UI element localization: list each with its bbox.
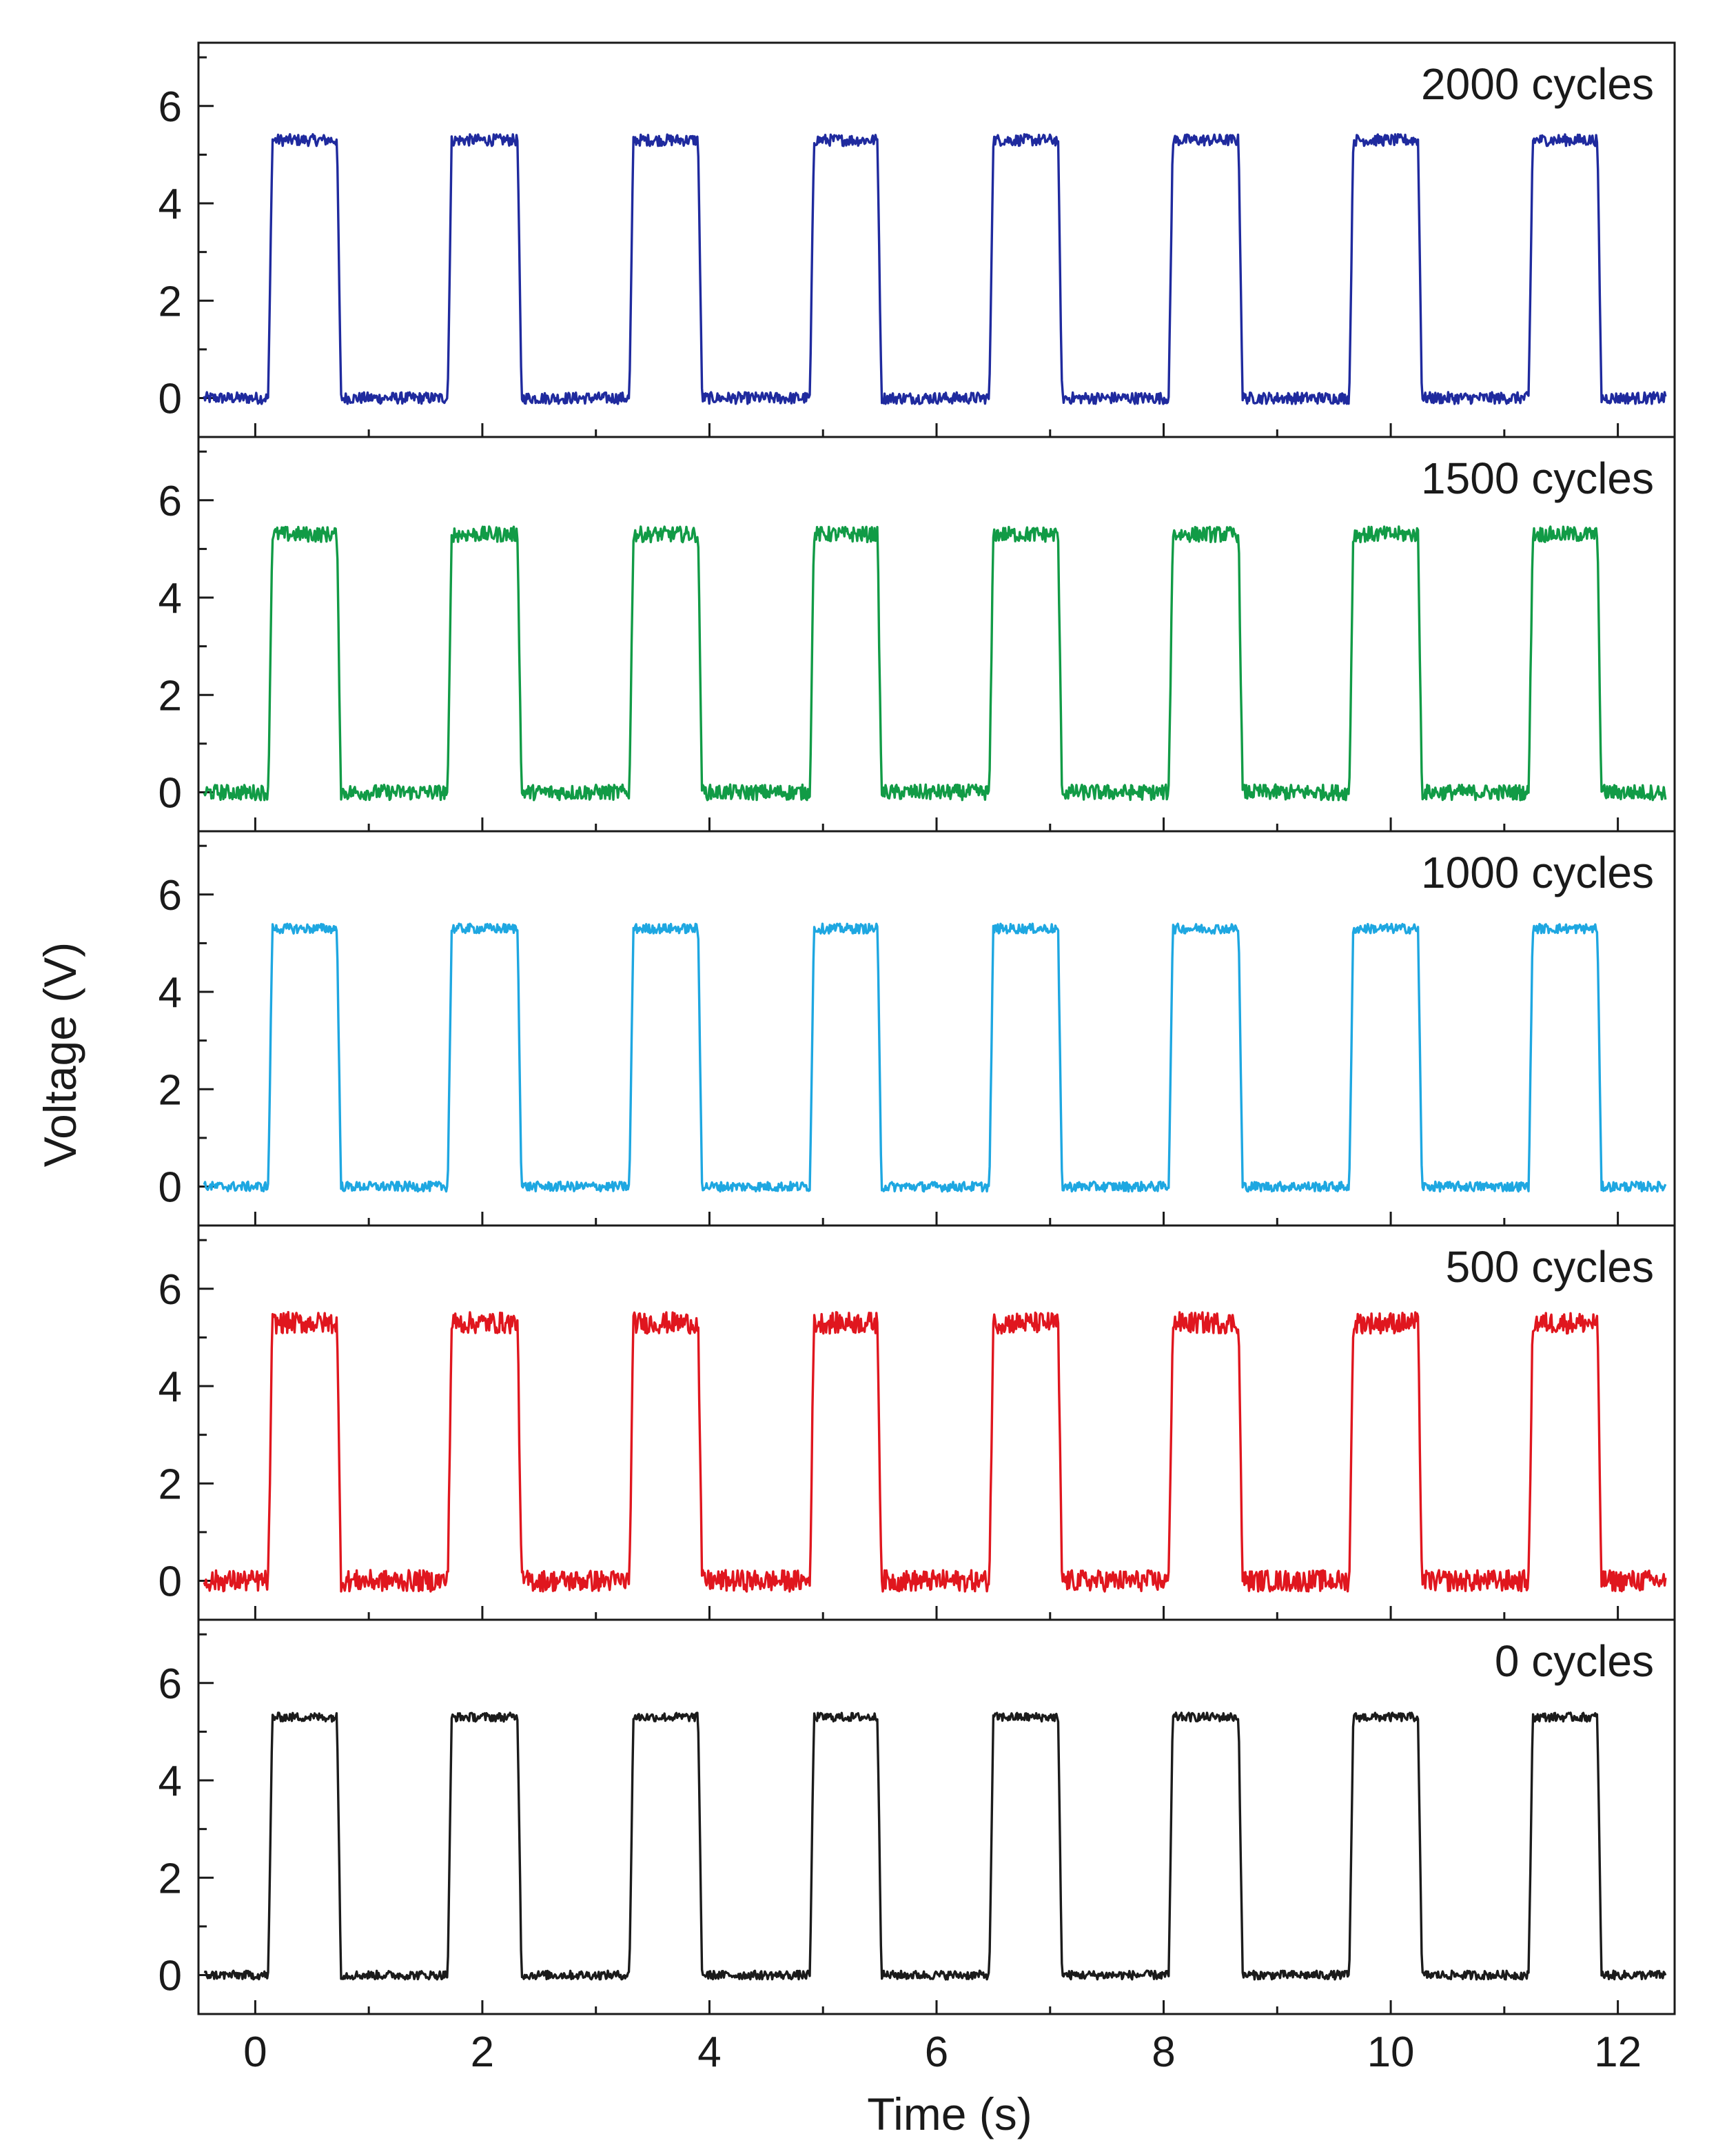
y-tick-label: 4 [159, 1363, 182, 1411]
x-tick-label: 8 [1152, 2028, 1175, 2076]
panel-frame [197, 1618, 1676, 2015]
panel: 0 2 4 6 500 cycles [159, 1224, 1676, 1621]
x-tick-label: 10 [1367, 2028, 1415, 2076]
y-tick-label: 0 [159, 770, 182, 817]
y-tick-label: 6 [159, 1660, 182, 1708]
y-tick-label: 2 [159, 1461, 182, 1508]
panel: 0 2 4 6 1500 cycles [159, 436, 1676, 833]
y-tick-label: 4 [159, 181, 182, 228]
y-tick-label: 2 [159, 1066, 182, 1114]
y-tick-label: 0 [159, 1953, 182, 2000]
series-label: 500 cycles [1446, 1242, 1654, 1292]
y-tick-label: 4 [159, 969, 182, 1017]
y-tick-label: 2 [159, 278, 182, 325]
y-tick-label: 0 [159, 376, 182, 423]
y-tick-label: 4 [159, 575, 182, 622]
x-tick-label: 4 [697, 2028, 721, 2076]
panel: 0 2 4 6 2000 cycles [159, 41, 1676, 438]
series-line [203, 922, 1667, 1193]
y-tick-label: 2 [159, 1855, 182, 1902]
y-tick-label: 6 [159, 1266, 182, 1314]
x-tick-label: 6 [925, 2028, 948, 2076]
series-line [203, 1711, 1667, 1981]
y-tick-label: 6 [159, 872, 182, 919]
series-line [203, 1311, 1667, 1593]
y-tick-label: 6 [159, 478, 182, 525]
series-label: 1000 cycles [1421, 848, 1654, 897]
y-tick-label: 4 [159, 1758, 182, 1805]
x-axis-title: Time (s) [867, 2088, 1032, 2139]
x-tick-label: 2 [471, 2028, 494, 2076]
y-axis-title: Voltage (V) [34, 942, 85, 1168]
panel: 0 2 4 6 0 cycles [159, 1618, 1676, 2015]
series-line [203, 133, 1667, 405]
y-tick-label: 0 [159, 1164, 182, 1212]
series-label: 1500 cycles [1421, 454, 1654, 503]
y-tick-label: 2 [159, 672, 182, 720]
x-tick-label: 12 [1594, 2028, 1642, 2076]
series-line [203, 525, 1667, 802]
panel: 0 2 4 6 1000 cycles [159, 830, 1676, 1227]
series-label: 0 cycles [1495, 1636, 1654, 1686]
y-tick-label: 0 [159, 1558, 182, 1606]
y-tick-label: 6 [159, 83, 182, 131]
series-label: 2000 cycles [1421, 59, 1654, 109]
x-tick-label: 0 [243, 2028, 267, 2076]
